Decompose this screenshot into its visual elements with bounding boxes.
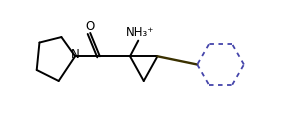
Text: N: N (71, 48, 80, 61)
Text: O: O (86, 20, 95, 33)
Text: NH₃⁺: NH₃⁺ (125, 26, 154, 39)
